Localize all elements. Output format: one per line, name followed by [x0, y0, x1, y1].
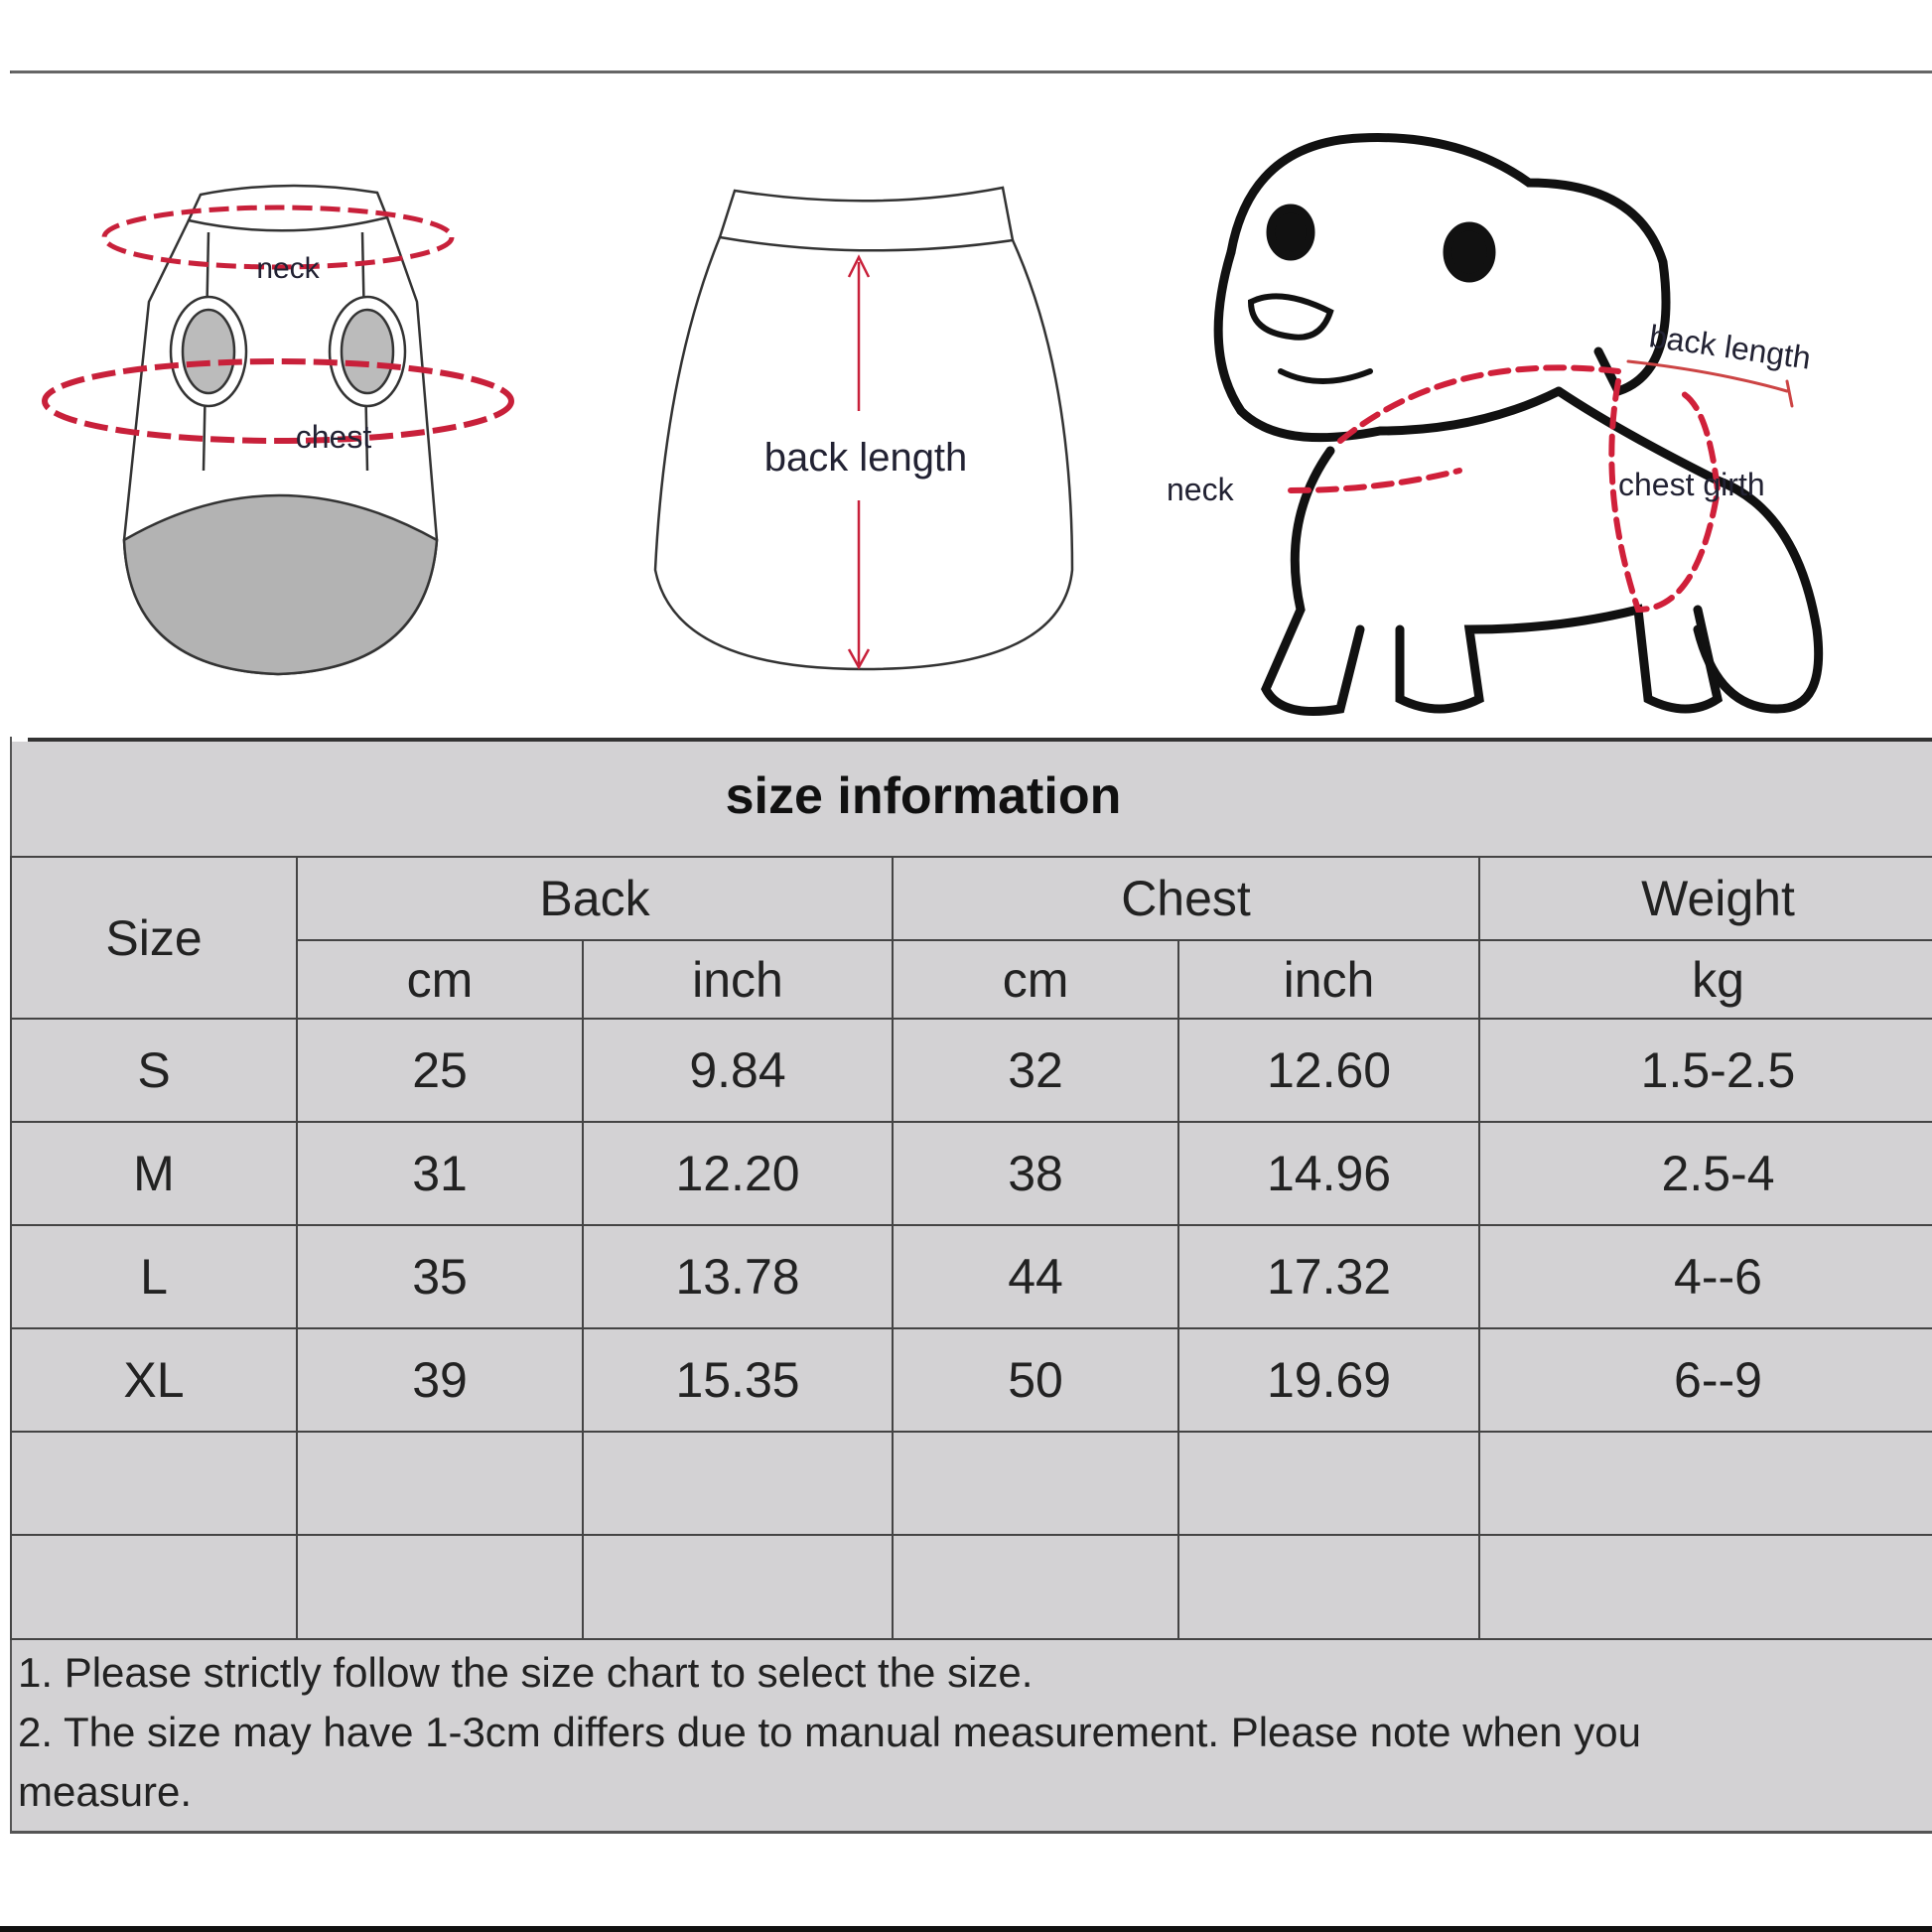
table-cell: 50	[892, 1327, 1180, 1433]
table-cell: 12.60	[1177, 1018, 1481, 1123]
dog-chest-girth-label: chest girth	[1618, 467, 1765, 502]
table-cell: 39	[296, 1327, 584, 1433]
unit-header: cm	[296, 939, 584, 1020]
unit-header: cm	[892, 939, 1180, 1020]
illustrations: neck chest back length	[10, 73, 1932, 737]
table-cell: 13.78	[581, 1224, 895, 1329]
table-row: M 31 12.20 38 14.96 2.5-4	[10, 1121, 1932, 1226]
table-cell: 32	[892, 1018, 1180, 1123]
size-table: Size Back Chest Weight cm inch cm inch k…	[10, 856, 1932, 1640]
table-cell: 35	[296, 1224, 584, 1329]
table-cell: 12.20	[581, 1121, 895, 1226]
table-cell: 38	[892, 1121, 1180, 1226]
garment-front-illustration	[42, 184, 514, 676]
section-divider	[28, 738, 1932, 742]
table-cell: 15.35	[581, 1327, 895, 1433]
table-row: S 25 9.84 32 12.60 1.5-2.5	[10, 1018, 1932, 1123]
empty-row	[10, 1431, 1932, 1536]
chest-label: chest	[296, 419, 372, 455]
size-header: Size	[10, 856, 298, 1020]
dog-illustration	[1213, 133, 1824, 716]
garment-back-illustration	[653, 186, 1074, 671]
table-cell: 4--6	[1478, 1224, 1932, 1329]
table-cell: L	[10, 1224, 298, 1329]
back-header: Back	[295, 856, 895, 941]
neck-label: neck	[256, 252, 320, 285]
table-cell: S	[10, 1018, 298, 1123]
note-2: 2. The size may have 1-3cm differs due t…	[18, 1709, 1642, 1755]
table-cell: 2.5-4	[1478, 1121, 1932, 1226]
dog-neck-label: neck	[1167, 472, 1235, 507]
chest-header: Chest	[892, 856, 1481, 941]
table-cell: XL	[10, 1327, 298, 1433]
table-cell: 17.32	[1177, 1224, 1481, 1329]
note-1: 1. Please strictly follow the size chart…	[18, 1649, 1034, 1696]
weight-header: Weight	[1478, 856, 1932, 941]
size-information-title: size information	[725, 767, 1122, 825]
table-cell: 14.96	[1177, 1121, 1481, 1226]
table-row: L 35 13.78 44 17.32 4--6	[10, 1224, 1932, 1329]
unit-header: inch	[581, 939, 895, 1020]
notes: 1. Please strictly follow the size chart…	[18, 1643, 1641, 1822]
table-cell: 6--9	[1478, 1327, 1932, 1433]
back-length-label: back length	[764, 436, 968, 480]
table-cell: 25	[296, 1018, 584, 1123]
table-row: XL 39 15.35 50 19.69 6--9	[10, 1327, 1932, 1433]
table-cell: 19.69	[1177, 1327, 1481, 1433]
empty-row	[10, 1534, 1932, 1640]
note-2-continued: measure.	[18, 1768, 193, 1815]
table-cell: 44	[892, 1224, 1180, 1329]
table-cell: 31	[296, 1121, 584, 1226]
table-cell: 9.84	[581, 1018, 895, 1123]
table-cell: M	[10, 1121, 298, 1226]
unit-header: kg	[1478, 939, 1932, 1020]
unit-header: inch	[1177, 939, 1481, 1020]
bottom-border	[0, 1926, 1932, 1932]
table-cell: 1.5-2.5	[1478, 1018, 1932, 1123]
